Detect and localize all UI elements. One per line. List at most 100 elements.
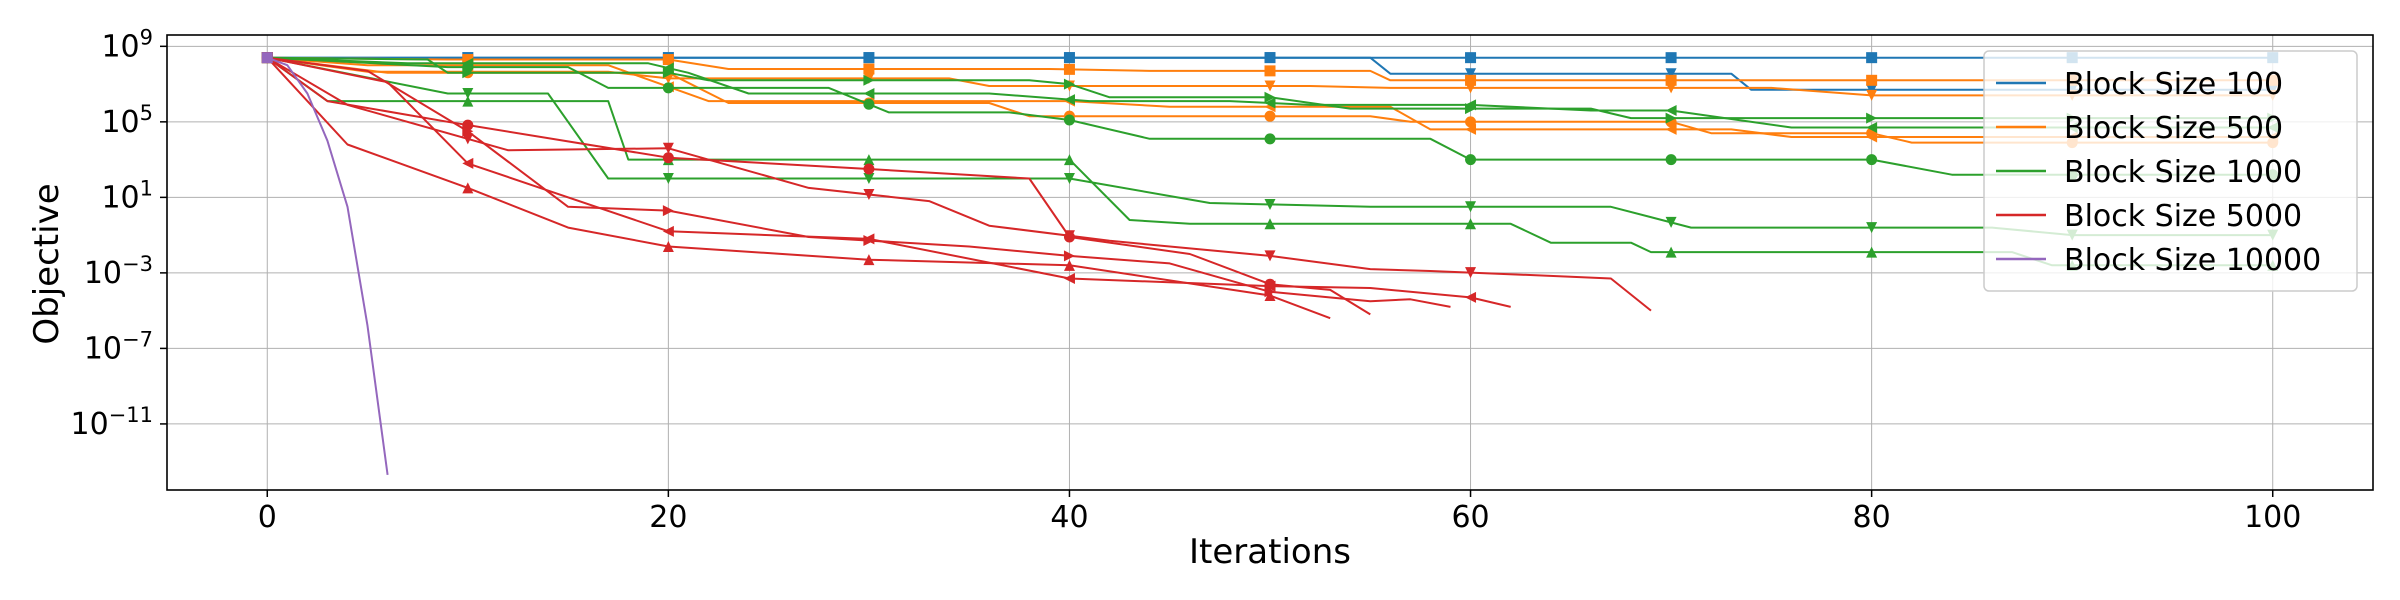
y-tick-label: 10−11 xyxy=(70,403,153,442)
data-point-marker xyxy=(1465,99,1477,111)
data-point-marker xyxy=(1264,97,1276,109)
data-point-marker xyxy=(863,189,875,201)
data-point-marker xyxy=(863,98,875,110)
data-point-marker xyxy=(1665,216,1677,228)
x-axis-label: Iterations xyxy=(1189,532,1351,572)
data-point-marker xyxy=(1063,52,1075,64)
y-tick-label: 101 xyxy=(101,176,153,215)
x-tick-label: 80 xyxy=(1853,500,1891,535)
data-point-marker xyxy=(662,54,674,66)
y-tick-label: 10−3 xyxy=(84,252,153,291)
data-point-marker xyxy=(863,52,875,64)
data-point-marker xyxy=(1063,94,1075,106)
data-point-marker xyxy=(1665,154,1677,166)
data-point-marker xyxy=(1465,68,1477,80)
y-tick-label: 10−7 xyxy=(84,327,153,366)
data-point-marker xyxy=(1063,230,1075,242)
data-point-marker xyxy=(1465,116,1477,128)
series-lines xyxy=(261,52,2279,476)
series-run-line xyxy=(267,56,1451,308)
data-point-marker xyxy=(662,172,674,184)
data-point-marker xyxy=(1665,82,1677,94)
legend-label: Block Size 100 xyxy=(2064,67,2283,102)
series-run-line xyxy=(267,56,2273,176)
data-point-marker xyxy=(1866,154,1878,166)
data-point-marker xyxy=(1264,80,1276,92)
data-point-marker xyxy=(462,125,474,137)
series-block-size-10000 xyxy=(261,52,389,476)
data-point-marker xyxy=(1866,246,1878,258)
legend-item: Block Size 10000 xyxy=(1996,243,2321,278)
data-point-marker xyxy=(662,142,674,154)
data-point-marker xyxy=(1063,259,1075,271)
data-point-marker xyxy=(1063,63,1075,75)
data-point-marker xyxy=(1063,114,1075,126)
data-point-marker xyxy=(863,63,875,75)
data-point-marker xyxy=(662,62,674,74)
data-point-marker xyxy=(462,133,474,145)
series-block-size-5000 xyxy=(261,52,1652,320)
series-run-line xyxy=(267,56,1511,308)
data-point-marker xyxy=(1264,250,1276,262)
legend: Block Size 100 Block Size 500 Block Size 1… xyxy=(1983,50,2358,292)
data-point-marker xyxy=(863,172,875,184)
y-tick-label: 109 xyxy=(101,25,153,64)
legend-item: Block Size 100 xyxy=(1996,67,2283,102)
data-point-marker xyxy=(1465,52,1477,64)
data-point-marker xyxy=(1063,273,1075,285)
legend-label: Block Size 5000 xyxy=(2064,199,2302,234)
data-point-marker xyxy=(1063,154,1075,166)
data-point-marker xyxy=(1866,112,1878,124)
series-run-line xyxy=(267,56,2273,82)
data-point-marker xyxy=(1264,91,1276,103)
data-point-marker xyxy=(1665,246,1677,258)
data-point-marker xyxy=(1264,110,1276,122)
data-point-marker xyxy=(1866,74,1878,86)
data-point-marker xyxy=(462,88,474,100)
series-run-line xyxy=(266,56,2273,267)
data-point-marker xyxy=(462,61,474,73)
series-run-line xyxy=(266,56,1652,312)
y-tick-label: 105 xyxy=(101,101,153,140)
plot-frame xyxy=(166,34,2374,491)
data-point-marker xyxy=(863,154,875,166)
legend-item: Block Size 5000 xyxy=(1996,199,2302,234)
data-point-marker xyxy=(863,74,875,86)
data-point-marker xyxy=(863,254,875,266)
legend-item: Block Size 1000 xyxy=(1996,155,2302,190)
data-point-marker xyxy=(1665,68,1677,80)
x-tick-label: 100 xyxy=(2244,500,2301,535)
data-point-marker xyxy=(1465,291,1477,303)
data-point-marker xyxy=(1465,154,1477,166)
legend-item: Block Size 500 xyxy=(1996,111,2283,146)
x-tick-label: 60 xyxy=(1451,500,1489,535)
data-point-marker xyxy=(1063,172,1075,184)
data-point-marker xyxy=(863,233,875,245)
data-point-marker xyxy=(1465,82,1477,94)
series-run-line xyxy=(266,56,389,476)
data-point-marker xyxy=(462,157,474,169)
data-point-marker xyxy=(261,52,273,64)
data-point-marker xyxy=(1264,280,1276,292)
series-run-line xyxy=(267,56,2273,91)
legend-label: Block Size 500 xyxy=(2064,111,2283,146)
data-point-marker xyxy=(1063,250,1075,262)
data-point-marker xyxy=(1866,222,1878,234)
series-run-line xyxy=(267,56,2273,144)
data-point-marker xyxy=(1665,112,1677,124)
x-tick-label: 20 xyxy=(649,500,687,535)
data-point-marker xyxy=(1465,201,1477,213)
data-point-marker xyxy=(662,225,674,237)
data-point-marker xyxy=(1465,123,1477,135)
data-point-marker xyxy=(1465,74,1477,86)
data-point-marker xyxy=(662,240,674,252)
series-run-line xyxy=(266,56,1371,316)
series-run-line xyxy=(267,56,2273,237)
data-point-marker xyxy=(1063,78,1075,90)
legend-label: Block Size 1000 xyxy=(2064,155,2302,190)
data-point-marker xyxy=(1264,290,1276,302)
data-point-marker xyxy=(662,82,674,94)
data-point-marker xyxy=(1465,218,1477,230)
data-point-marker xyxy=(662,152,674,164)
